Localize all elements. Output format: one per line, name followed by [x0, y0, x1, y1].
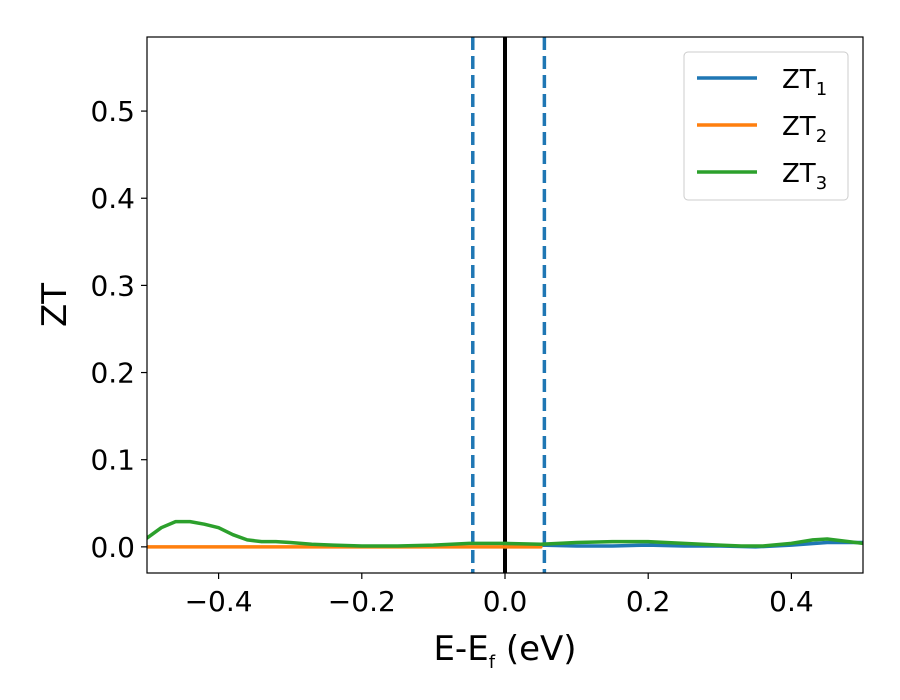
x-tick-label: −0.4	[185, 585, 253, 618]
x-tick-label: −0.2	[328, 585, 396, 618]
y-axis-ticks: 0.0 0.1 0.2 0.3 0.4 0.5	[90, 95, 147, 564]
y-tick-label: 0.1	[90, 444, 135, 477]
legend-label-3: ZT3	[782, 159, 827, 194]
y-axis-title: ZT	[35, 283, 75, 327]
y-tick-label: 0.2	[90, 357, 135, 390]
legend-label-2: ZT2	[782, 112, 827, 147]
x-tick-label: 0.2	[626, 585, 671, 618]
y-tick-label: 0.4	[90, 182, 135, 215]
legend: ZT1 ZT2 ZT3	[683, 51, 849, 201]
legend-label-1: ZT1	[782, 65, 827, 100]
reference-lines	[471, 37, 547, 573]
series-line-3	[147, 519, 863, 548]
series-line-1	[503, 540, 863, 549]
x-axis-title: E-Ef (eV)	[433, 629, 576, 673]
series-layer	[147, 519, 863, 549]
legend-box	[683, 51, 849, 201]
x-tick-label: 0.0	[483, 585, 528, 618]
y-tick-label: 0.0	[90, 531, 135, 564]
x-axis-ticks: −0.4 −0.2 0.0 0.2 0.4	[185, 573, 814, 618]
y-tick-label: 0.3	[90, 269, 135, 302]
y-tick-label: 0.5	[90, 95, 135, 128]
x-tick-label: 0.4	[769, 585, 814, 618]
